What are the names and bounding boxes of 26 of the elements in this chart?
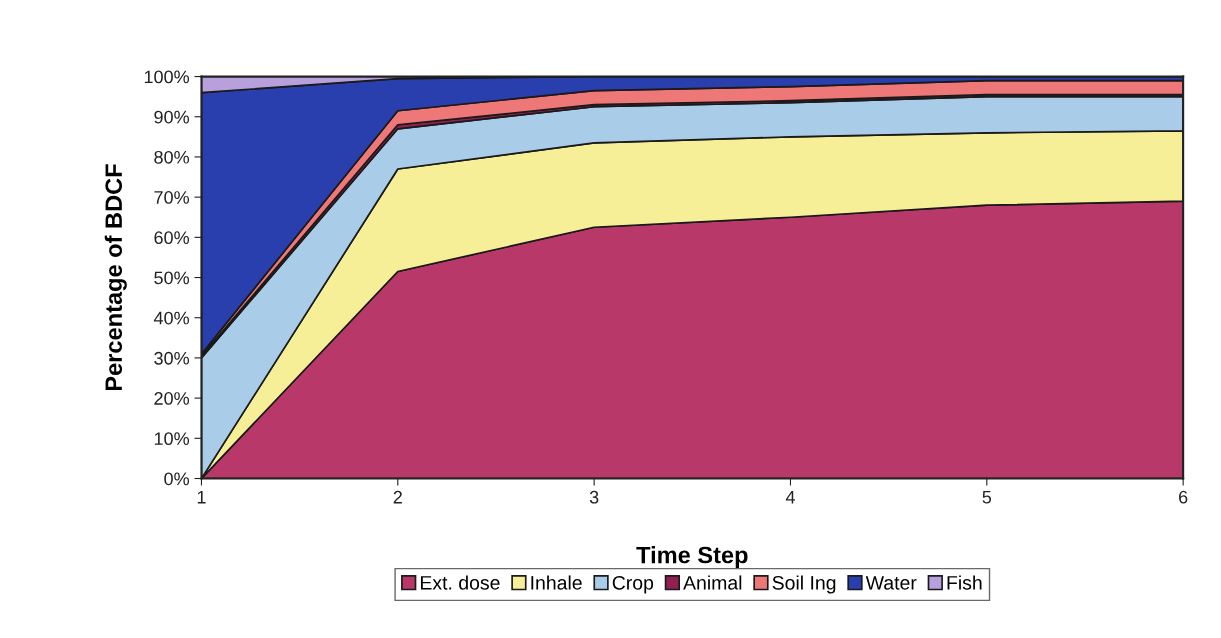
y-tick-label: 0%	[164, 472, 190, 486]
legend-label: Soil Ing	[772, 575, 836, 594]
y-tick-label: 90%	[154, 110, 190, 124]
x-tick-label: 6	[1179, 490, 1188, 504]
x-axis-title: Time Step	[636, 546, 748, 569]
y-tick-label: 40%	[153, 311, 190, 325]
y-tick-label: 10%	[154, 432, 190, 446]
x-tick-label: 4	[785, 490, 795, 504]
y-tick-label: 20%	[154, 392, 190, 405]
x-tick-label: 1	[197, 490, 206, 504]
y-tick-label: 30%	[154, 351, 190, 365]
legend-label: Animal	[683, 575, 742, 590]
y-tick-label: 70%	[154, 191, 190, 204]
y-tick-label: 60%	[154, 231, 190, 245]
legend-label: Water	[865, 576, 917, 590]
legend-label: Crop	[612, 575, 654, 594]
y-axis-title: Percentage of BDCF	[104, 164, 127, 391]
x-tick-label: 3	[589, 490, 599, 504]
y-tick-label: 50%	[154, 271, 190, 285]
legend-label: Ext. dose	[420, 575, 500, 590]
x-tick-label: 2	[393, 490, 402, 504]
legend-label: Inhale	[531, 575, 582, 590]
legend-label: Fish	[947, 575, 982, 590]
y-tick-label: 80%	[154, 150, 190, 164]
x-tick-label: 5	[982, 490, 992, 504]
y-tick-label: 100%	[144, 70, 190, 84]
